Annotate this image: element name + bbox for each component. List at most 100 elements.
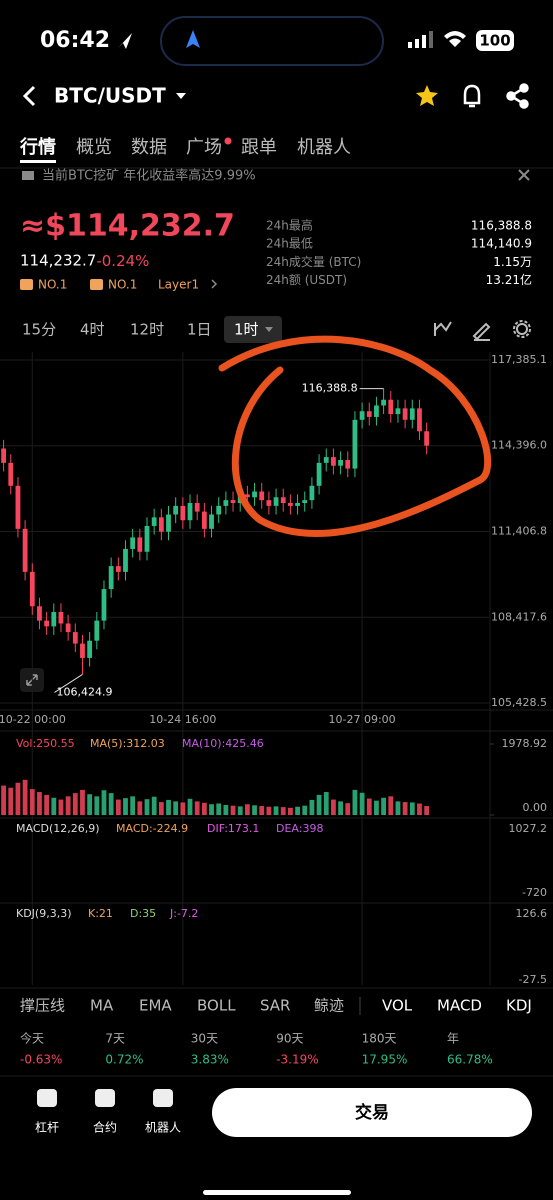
volume-bar xyxy=(130,796,136,815)
banner-close[interactable] xyxy=(518,169,530,181)
volume-bar xyxy=(237,806,243,815)
tab[interactable]: 跟单 xyxy=(241,137,277,158)
nav-label[interactable]: 合约 xyxy=(93,1120,117,1135)
interval[interactable]: 1日 xyxy=(187,321,212,339)
candle-body xyxy=(137,537,143,552)
candle-body xyxy=(352,419,358,469)
kdj-axis: 126.6 xyxy=(516,907,548,920)
trade-button-label[interactable]: 交易 xyxy=(355,1102,389,1123)
volume-bar xyxy=(259,806,265,815)
volume-bar xyxy=(187,798,193,815)
interval-dropdown[interactable] xyxy=(265,327,273,332)
volume-bar xyxy=(123,798,128,815)
kdj-legend: KDJ(9,3,3) xyxy=(16,907,72,920)
volume-bar xyxy=(417,803,422,815)
kdj-legend: D:35 xyxy=(130,907,156,920)
volume-bar xyxy=(94,796,100,815)
tab[interactable]: 行情 xyxy=(19,136,56,158)
chart-tools[interactable] xyxy=(434,320,531,341)
volume-bar xyxy=(266,806,272,815)
interval[interactable]: 1时 xyxy=(234,321,259,339)
tab-underline xyxy=(20,160,56,163)
badge: Layer1 xyxy=(158,278,199,292)
indicator-tab[interactable]: EMA xyxy=(139,997,172,1015)
candle-body xyxy=(409,408,415,420)
candle-body xyxy=(37,606,42,621)
volume-bar xyxy=(366,798,372,815)
volume-bar xyxy=(37,792,42,815)
nav-label[interactable]: 机器人 xyxy=(145,1121,181,1135)
volume-bar xyxy=(173,801,179,815)
volume-bar xyxy=(87,794,93,815)
tab[interactable]: 数据 xyxy=(131,137,167,158)
volume-bar xyxy=(295,806,300,815)
candle-body xyxy=(302,500,308,504)
share-button[interactable] xyxy=(506,83,529,109)
volume-bar xyxy=(216,803,222,815)
volume-bar xyxy=(273,806,279,815)
candle-body xyxy=(187,503,193,521)
macd-legend: MACD(12,26,9) xyxy=(16,822,100,835)
y-tick-label: 114,396.0 xyxy=(491,439,547,452)
candle-body xyxy=(395,408,401,415)
trade-button[interactable] xyxy=(212,1088,532,1137)
candle-body xyxy=(295,503,300,506)
volume-bar xyxy=(65,796,71,815)
volume-bar xyxy=(51,797,57,815)
indicator-tab[interactable]: MA xyxy=(90,997,114,1015)
nav-icon xyxy=(186,30,200,48)
candle-body xyxy=(101,589,107,621)
volume-bar xyxy=(309,799,315,815)
kdj-legend: K:21 xyxy=(88,907,113,920)
interval[interactable]: 4时 xyxy=(80,321,105,339)
back-button[interactable] xyxy=(22,85,36,107)
candle-body xyxy=(252,491,257,498)
tab[interactable]: 概览 xyxy=(76,137,112,158)
volume-bar xyxy=(323,792,329,815)
tab[interactable]: 机器人 xyxy=(297,137,351,158)
candle-body xyxy=(115,566,121,572)
indicator-tab[interactable]: SAR xyxy=(260,997,290,1015)
pair-title[interactable]: BTC/USDT xyxy=(54,84,166,108)
candle-body xyxy=(288,503,293,506)
indicator-tab[interactable]: BOLL xyxy=(197,997,236,1015)
badge: NO.1 xyxy=(38,278,67,292)
signal-icon xyxy=(408,31,433,48)
volume-bar xyxy=(166,799,171,815)
indicator-tab[interactable]: 鲸迹 xyxy=(314,997,344,1015)
candle-body xyxy=(316,462,322,486)
banner-text[interactable]: 当前BTC挖矿 年化收益率高达9.99% xyxy=(42,168,256,184)
pair-dropdown[interactable] xyxy=(176,93,186,99)
banner-icon xyxy=(22,171,34,180)
interval[interactable]: 15分 xyxy=(22,321,56,339)
favorite-star[interactable] xyxy=(416,85,438,106)
volume-bar xyxy=(180,802,186,815)
volume-bar xyxy=(338,801,343,815)
macd-legend: DEA:398 xyxy=(276,822,323,835)
volume-bar xyxy=(72,793,78,815)
candle-body xyxy=(216,505,222,515)
vol-tick-label: 0.00 xyxy=(523,801,548,814)
candle-body xyxy=(280,497,286,504)
indicator-tab[interactable]: KDJ xyxy=(506,997,532,1015)
candle-body xyxy=(72,632,78,644)
x-tick-label: 10-22 00:00 xyxy=(0,713,66,726)
perf-change: -3.19% xyxy=(276,1053,318,1067)
nav-label[interactable]: 杠杆 xyxy=(35,1120,59,1135)
alert-bell[interactable] xyxy=(463,84,481,108)
indicator-tab[interactable]: MACD xyxy=(437,997,482,1015)
interval[interactable]: 12时 xyxy=(130,321,164,339)
vol-tick-label: 1978.92 xyxy=(502,737,548,750)
indicator-tab[interactable]: VOL xyxy=(382,997,413,1015)
macd-legend: DIF:173.1 xyxy=(207,822,259,835)
volume-bar xyxy=(194,801,200,815)
macd-legend: MACD:-224.9 xyxy=(116,822,188,835)
candle-body xyxy=(201,511,207,529)
volume-bar xyxy=(101,790,107,815)
candle-body xyxy=(22,528,28,572)
indicator-tab[interactable]: 撑压线 xyxy=(20,997,65,1015)
tab[interactable]: 广场 xyxy=(186,137,222,158)
volume-bar xyxy=(374,800,379,815)
perf-change: 3.83% xyxy=(191,1053,229,1067)
